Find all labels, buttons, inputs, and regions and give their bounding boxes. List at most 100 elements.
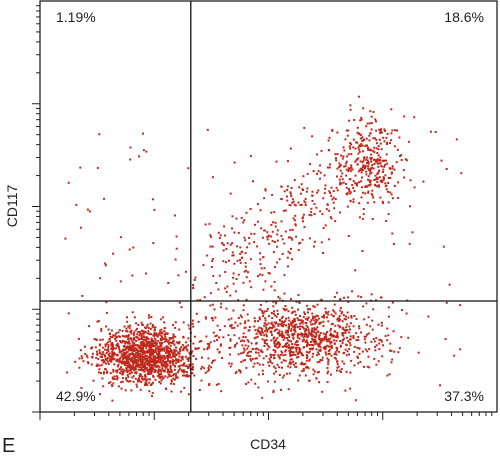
data-point — [279, 323, 282, 326]
data-point — [293, 343, 296, 346]
data-point — [313, 339, 316, 341]
data-point — [215, 282, 218, 284]
data-point — [160, 318, 163, 321]
data-point — [344, 348, 347, 351]
data-point — [162, 354, 165, 357]
data-point — [281, 351, 284, 354]
data-point — [398, 347, 401, 350]
data-point — [285, 342, 287, 345]
data-point — [152, 350, 154, 353]
data-point — [330, 323, 333, 326]
data-point — [304, 198, 307, 200]
data-point — [291, 201, 294, 204]
data-point — [391, 171, 393, 174]
data-point — [314, 342, 317, 345]
data-point — [360, 196, 363, 199]
data-point — [133, 366, 135, 369]
data-point — [322, 332, 325, 335]
data-point — [286, 188, 289, 191]
data-point — [327, 340, 330, 342]
data-point — [281, 238, 284, 241]
data-point — [179, 359, 182, 362]
data-point — [144, 364, 147, 367]
data-point — [134, 367, 137, 369]
data-point — [187, 324, 190, 327]
data-point — [141, 362, 144, 365]
data-point — [239, 259, 241, 262]
data-point — [136, 380, 139, 383]
data-point — [154, 350, 157, 353]
data-point — [373, 158, 376, 161]
data-point — [148, 333, 151, 336]
data-point — [308, 359, 311, 362]
data-point — [302, 367, 305, 370]
data-point — [236, 259, 239, 262]
data-point — [404, 158, 407, 161]
data-point — [146, 325, 149, 328]
data-point — [387, 201, 390, 204]
data-point — [133, 316, 136, 319]
data-point — [121, 377, 124, 380]
data-point — [150, 360, 153, 363]
data-point — [264, 280, 267, 283]
data-point — [324, 224, 327, 227]
data-point — [210, 317, 213, 319]
data-point — [249, 208, 252, 210]
data-point — [358, 216, 361, 219]
data-point — [147, 361, 150, 364]
data-point — [198, 340, 201, 343]
data-point — [289, 361, 291, 364]
data-point — [229, 353, 232, 356]
data-point — [133, 347, 136, 350]
data-point — [278, 334, 281, 337]
data-point — [205, 335, 208, 338]
data-point — [360, 171, 363, 174]
data-point — [111, 336, 114, 339]
data-point — [216, 339, 218, 341]
data-point — [356, 126, 359, 129]
data-point — [175, 247, 178, 250]
data-point — [373, 340, 376, 343]
data-point — [152, 324, 154, 327]
data-point — [340, 368, 343, 371]
data-point — [289, 347, 292, 349]
data-point — [151, 325, 154, 328]
data-point — [306, 318, 309, 321]
data-point — [165, 388, 168, 390]
data-point — [338, 317, 340, 320]
data-point — [333, 356, 336, 359]
data-point — [152, 376, 155, 379]
data-point — [140, 369, 143, 372]
data-point — [349, 147, 352, 150]
data-point — [233, 231, 236, 234]
data-point — [225, 307, 228, 310]
data-point — [282, 354, 285, 357]
data-point — [125, 377, 127, 380]
data-point — [320, 321, 323, 324]
data-point — [372, 137, 375, 140]
data-point — [175, 372, 178, 375]
data-point — [369, 157, 372, 160]
data-point — [104, 264, 107, 267]
data-point — [145, 380, 148, 383]
data-point — [242, 309, 245, 312]
data-point — [355, 182, 357, 185]
data-point — [267, 380, 270, 383]
data-point — [299, 333, 302, 336]
data-point — [403, 176, 406, 179]
data-point — [100, 359, 103, 362]
data-point — [121, 329, 124, 332]
data-point — [267, 361, 270, 364]
data-point — [101, 338, 104, 341]
data-point — [147, 359, 150, 362]
data-point — [346, 192, 349, 195]
data-point — [352, 337, 355, 339]
data-point — [163, 369, 166, 372]
data-point — [295, 340, 298, 342]
data-point — [251, 357, 254, 360]
data-point — [291, 198, 294, 201]
data-point — [211, 176, 214, 179]
data-point — [304, 374, 307, 377]
data-point — [169, 350, 172, 352]
data-point — [178, 348, 181, 351]
